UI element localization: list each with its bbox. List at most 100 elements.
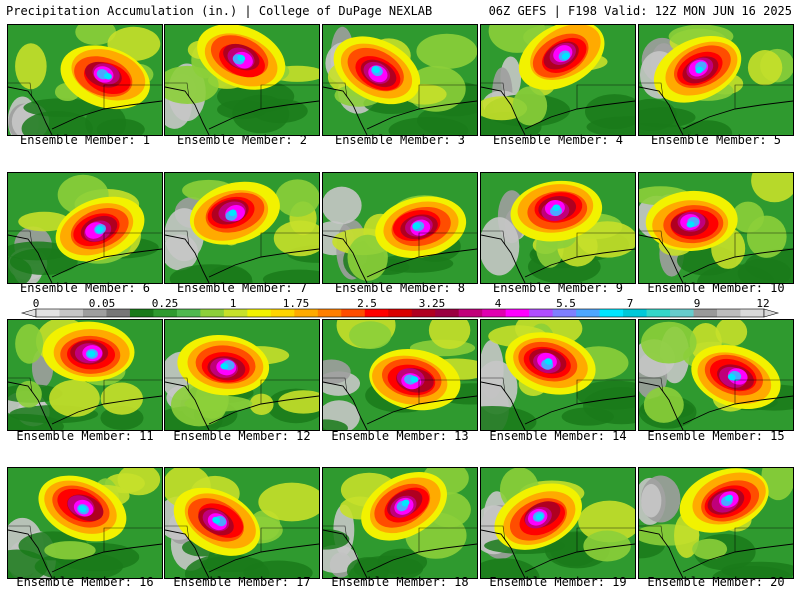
ensemble-panel-1: [7, 24, 163, 136]
color-scale-tick-label: 5.5: [556, 297, 576, 310]
color-scale: 0 0.05 0.25 1 1.75 2.5 3.25 4 5.5 7 9 12: [0, 297, 800, 321]
panel-caption: Ensemble Member: 3: [334, 133, 466, 147]
color-scale-tick-label: 0.25: [151, 297, 179, 310]
ensemble-panel-14: [480, 319, 636, 431]
color-scale-swatch: [223, 309, 248, 317]
precip-map: [8, 468, 162, 578]
precip-map: [481, 25, 635, 135]
color-scale-bar: [20, 308, 780, 318]
color-scale-swatch: [599, 309, 624, 317]
panel-caption: Ensemble Member: 8: [334, 281, 466, 295]
panel-caption: Ensemble Member: 1: [19, 133, 151, 147]
panel-caption: Ensemble Member: 11: [16, 429, 154, 443]
precip-map: [481, 320, 635, 430]
color-scale-swatch: [693, 309, 718, 317]
color-scale-swatch: [176, 309, 201, 317]
panel-caption: Ensemble Member: 6: [19, 281, 151, 295]
panel-caption: Ensemble Member: 5: [650, 133, 782, 147]
color-scale-tick-label: 1.75: [282, 297, 310, 310]
panel-caption: Ensemble Member: 7: [176, 281, 308, 295]
precip-map: [323, 320, 477, 430]
color-scale-tick-label: 0.05: [88, 297, 116, 310]
color-scale-swatch: [317, 309, 342, 317]
color-scale-tick-label: 9: [693, 297, 701, 310]
precip-map: [8, 25, 162, 135]
precip-map: [323, 173, 477, 283]
color-scale-tick-label: 12: [756, 297, 770, 310]
color-scale-tick-label: 3.25: [418, 297, 446, 310]
precip-map: [639, 320, 793, 430]
panel-caption: Ensemble Member: 9: [492, 281, 624, 295]
ensemble-panel-20: [638, 467, 794, 579]
ensemble-panel-5: [638, 24, 794, 136]
panel-caption: Ensemble Member: 16: [16, 575, 154, 589]
color-scale-tick-label: 1: [229, 297, 237, 310]
ensemble-panel-7: [164, 172, 320, 284]
ensemble-panel-13: [322, 319, 478, 431]
color-scale-swatch: [388, 309, 413, 317]
panel-caption: Ensemble Member: 12: [173, 429, 311, 443]
precip-map: [639, 25, 793, 135]
color-scale-tick-label: 4: [494, 297, 502, 310]
ensemble-panel-18: [322, 467, 478, 579]
panel-caption: Ensemble Member: 15: [647, 429, 785, 443]
color-scale-swatch: [670, 309, 694, 317]
color-scale-swatch: [200, 309, 225, 317]
color-scale-swatch: [505, 309, 530, 317]
color-scale-swatch: [294, 309, 319, 317]
precip-map: [165, 173, 319, 283]
precip-map: [481, 468, 635, 578]
color-scale-swatch: [717, 309, 741, 317]
valid-time: 06Z GEFS | F198 Valid: 12Z MON JUN 16 20…: [488, 4, 792, 18]
ensemble-panel-4: [480, 24, 636, 136]
color-scale-swatch: [59, 309, 84, 317]
color-scale-swatch: [129, 309, 154, 317]
color-scale-swatch: [341, 309, 366, 317]
map-title: Precipitation Accumulation (in.) | Colle…: [6, 4, 433, 18]
color-scale-swatch: [552, 309, 577, 317]
panel-caption: Ensemble Member: 20: [647, 575, 785, 589]
precip-map: [323, 25, 477, 135]
color-scale-swatch: [247, 309, 272, 317]
color-scale-swatch: [623, 309, 647, 317]
color-scale-swatch: [740, 309, 765, 317]
panel-caption: Ensemble Member: 17: [173, 575, 311, 589]
ensemble-panel-15: [638, 319, 794, 431]
color-scale-swatch: [82, 309, 107, 317]
color-scale-swatch: [270, 309, 295, 317]
color-scale-swatch: [576, 309, 601, 317]
color-scale-swatch: [36, 309, 60, 317]
color-scale-swatch: [411, 309, 436, 317]
color-scale-swatch: [458, 309, 483, 317]
precip-map: [639, 173, 793, 283]
ensemble-panel-8: [322, 172, 478, 284]
ensemble-panel-2: [164, 24, 320, 136]
color-scale-swatch: [435, 309, 460, 317]
panel-caption: Ensemble Member: 18: [331, 575, 469, 589]
color-scale-swatch: [646, 309, 671, 317]
precip-map: [165, 320, 319, 430]
color-scale-swatch: [106, 309, 131, 317]
color-scale-tick-label: 0: [32, 297, 40, 310]
panel-caption: Ensemble Member: 4: [492, 133, 624, 147]
precip-map: [8, 173, 162, 283]
precip-map: [165, 468, 319, 578]
ensemble-panel-3: [322, 24, 478, 136]
color-scale-swatch: [153, 309, 178, 317]
ensemble-panel-17: [164, 467, 320, 579]
panel-caption: Ensemble Member: 13: [331, 429, 469, 443]
panel-caption: Ensemble Member: 10: [647, 281, 785, 295]
panel-caption: Ensemble Member: 14: [489, 429, 627, 443]
color-scale-tick-label: 7: [626, 297, 634, 310]
color-scale-swatch: [364, 309, 389, 317]
color-scale-swatch: [482, 309, 507, 317]
ensemble-panel-10: [638, 172, 794, 284]
ensemble-panel-19: [480, 467, 636, 579]
precip-map: [323, 468, 477, 578]
ensemble-panel-6: [7, 172, 163, 284]
precip-map: [8, 320, 162, 430]
precip-map: [165, 25, 319, 135]
ensemble-panel-16: [7, 467, 163, 579]
panel-caption: Ensemble Member: 2: [176, 133, 308, 147]
precip-map: [639, 468, 793, 578]
